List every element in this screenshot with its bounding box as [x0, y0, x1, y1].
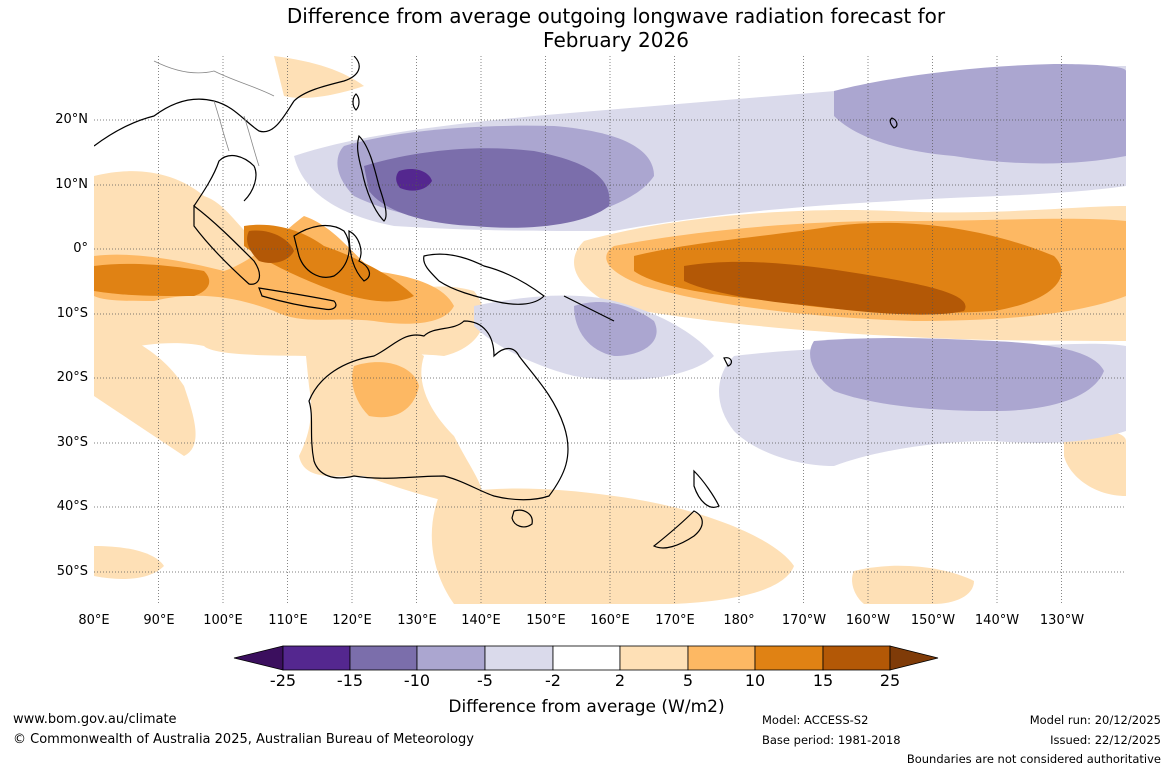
- colorbar-tick-9: 25: [879, 671, 901, 690]
- lon-label-140e: 140°E: [461, 613, 501, 628]
- copyright-text: © Commonwealth of Australia 2025, Austra…: [13, 732, 474, 747]
- colorbar-swatch-3: [416, 645, 486, 671]
- philippines-coastline: [356, 134, 387, 222]
- lat-label-10n: 10°N: [55, 177, 88, 192]
- map-title: Difference from average outgoing longwav…: [0, 4, 1173, 52]
- lon-label-100e: 100°E: [203, 613, 243, 628]
- colorbar-swatch-max: [889, 645, 939, 671]
- title-line-2: February 2026: [543, 28, 689, 52]
- lon-label-140w: 140°W: [974, 613, 1020, 628]
- lat-label-0: 0°: [73, 241, 88, 256]
- colorbar-tick-8: 15: [812, 671, 834, 690]
- colorbar-swatch-7: [687, 645, 756, 671]
- taiwan-coastline: [352, 93, 360, 111]
- lat-label-40s: 40°S: [56, 499, 88, 514]
- anomaly-fill-dark-orange: [247, 230, 966, 315]
- fiji-coastline: [723, 357, 733, 367]
- lat-label-10s: 10°S: [56, 306, 88, 321]
- issued-text: Issued: 22/12/2025: [1050, 733, 1161, 747]
- new-zealand-south-coastline: [652, 510, 703, 549]
- colorbar-tick-7: 10: [744, 671, 766, 690]
- colorbar-swatch-9: [822, 645, 891, 671]
- colorbar-swatch-2: [349, 645, 418, 671]
- anomaly-fill-purple: [364, 148, 610, 228]
- borneo-coastline: [293, 224, 350, 278]
- lon-label-160e: 160°E: [590, 613, 630, 628]
- lon-label-90e: 90°E: [143, 613, 175, 628]
- colorbar-tick-3: -5: [477, 671, 493, 690]
- lat-label-20s: 20°S: [56, 370, 88, 385]
- sulawesi-coastline: [348, 230, 371, 282]
- lon-label-130e: 130°E: [397, 613, 437, 628]
- lat-label-30s: 30°S: [56, 435, 88, 450]
- new-guinea-coastline: [423, 253, 545, 305]
- lon-label-150w: 150°W: [910, 613, 956, 628]
- sumatra-coastline: [193, 204, 261, 285]
- lon-label-80e: 80°E: [78, 613, 110, 628]
- new-zealand-north-coastline: [693, 469, 720, 508]
- colorbar-tick-1: -15: [336, 671, 364, 690]
- tasmania-coastline: [511, 509, 533, 528]
- colorbar-swatch-min: [233, 645, 284, 671]
- colorbar-tick-0: -25: [269, 671, 297, 690]
- map-canvas: [94, 56, 1126, 604]
- colorbar-tick-4: -2: [545, 671, 561, 690]
- lon-label-110e: 110°E: [268, 613, 308, 628]
- model-run-text: Model run: 20/12/2025: [1029, 713, 1161, 727]
- website-link[interactable]: www.bom.gov.au/climate: [13, 712, 177, 727]
- title-line-1: Difference from average outgoing longwav…: [286, 4, 946, 28]
- base-period-text: Base period: 1981-2018: [762, 733, 901, 747]
- lon-label-180: 180°: [723, 613, 755, 628]
- olr-anomaly-map: [94, 56, 1126, 604]
- asia-coastline: [94, 56, 360, 207]
- lon-label-170e: 170°E: [655, 613, 695, 628]
- lat-label-50s: 50°S: [56, 564, 88, 579]
- colorbar-swatch-1: [282, 645, 351, 671]
- lon-label-150e: 150°E: [526, 613, 566, 628]
- hawaii-coastline: [889, 117, 898, 129]
- anomaly-fill-dark-purple: [396, 169, 432, 191]
- lon-label-160w: 160°W: [845, 613, 891, 628]
- lon-label-130w: 130°W: [1039, 613, 1085, 628]
- solomon-islands-coastline: [563, 295, 615, 322]
- java-coastline: [258, 287, 337, 311]
- colorbar-swatch-8: [754, 645, 824, 671]
- lon-label-170w: 170°W: [781, 613, 827, 628]
- colorbar-swatch-6: [619, 645, 689, 671]
- coastlines: [94, 56, 898, 549]
- country-boundaries: [153, 60, 275, 167]
- colorbar: [233, 645, 939, 671]
- colorbar-tick-2: -10: [403, 671, 431, 690]
- lon-label-120e: 120°E: [332, 613, 372, 628]
- model-text: Model: ACCESS-S2: [762, 713, 869, 727]
- colorbar-tick-5: 2: [614, 671, 626, 690]
- lat-label-20n: 20°N: [55, 112, 88, 127]
- colorbar-swatch-4: [484, 645, 554, 671]
- graticule: [94, 56, 1126, 604]
- australia-coastline: [308, 320, 569, 501]
- colorbar-swatch-5: [552, 645, 621, 671]
- disclaimer-text: Boundaries are not considered authoritat…: [906, 752, 1161, 766]
- colorbar-tick-6: 5: [682, 671, 694, 690]
- colorbar-label: Difference from average (W/m2): [448, 697, 725, 717]
